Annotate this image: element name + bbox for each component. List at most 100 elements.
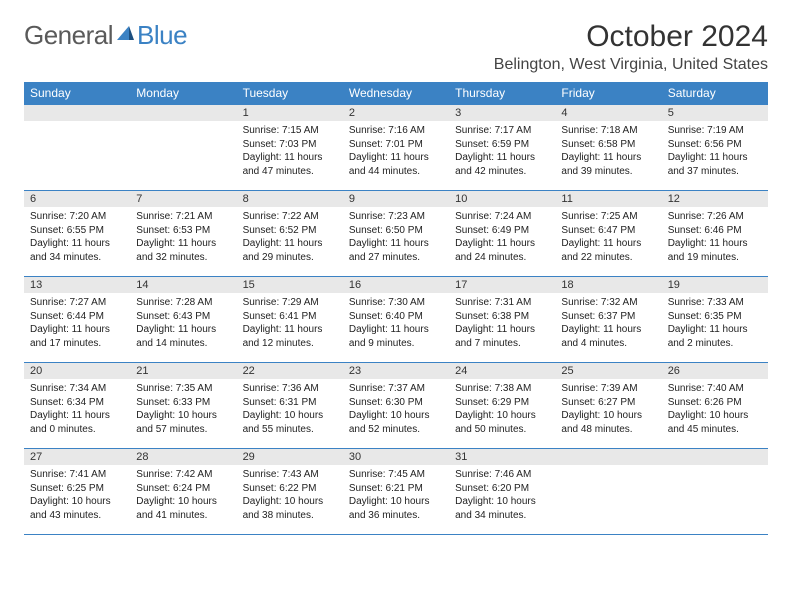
day-detail-line: and 2 minutes.: [668, 337, 762, 351]
day-details: Sunrise: 7:30 AMSunset: 6:40 PMDaylight:…: [343, 293, 449, 354]
day-detail-line: and 9 minutes.: [349, 337, 443, 351]
day-number: 10: [449, 191, 555, 207]
day-number: 1: [237, 105, 343, 121]
day-details: Sunrise: 7:26 AMSunset: 6:46 PMDaylight:…: [662, 207, 768, 268]
day-detail-line: Sunrise: 7:34 AM: [30, 382, 124, 396]
day-detail-line: Sunrise: 7:17 AM: [455, 124, 549, 138]
day-details: Sunrise: 7:24 AMSunset: 6:49 PMDaylight:…: [449, 207, 555, 268]
day-detail-line: Sunset: 6:41 PM: [243, 310, 337, 324]
day-details: Sunrise: 7:34 AMSunset: 6:34 PMDaylight:…: [24, 379, 130, 440]
day-detail-line: and 44 minutes.: [349, 165, 443, 179]
day-number: 23: [343, 363, 449, 379]
day-detail-line: Sunset: 6:52 PM: [243, 224, 337, 238]
day-detail-line: Daylight: 11 hours: [30, 323, 124, 337]
day-detail-line: Sunset: 6:37 PM: [561, 310, 655, 324]
day-detail-line: Daylight: 11 hours: [349, 151, 443, 165]
day-detail-line: and 17 minutes.: [30, 337, 124, 351]
day-detail-line: Daylight: 11 hours: [349, 323, 443, 337]
day-detail-line: Sunset: 6:50 PM: [349, 224, 443, 238]
calendar-day-cell: 26Sunrise: 7:40 AMSunset: 6:26 PMDayligh…: [662, 363, 768, 449]
day-detail-line: Sunrise: 7:23 AM: [349, 210, 443, 224]
day-detail-line: and 48 minutes.: [561, 423, 655, 437]
day-details: Sunrise: 7:41 AMSunset: 6:25 PMDaylight:…: [24, 465, 130, 526]
calendar-week-row: 1Sunrise: 7:15 AMSunset: 7:03 PMDaylight…: [24, 105, 768, 191]
calendar-day-cell: [130, 105, 236, 191]
day-detail-line: Daylight: 11 hours: [30, 237, 124, 251]
day-detail-line: and 43 minutes.: [30, 509, 124, 523]
day-detail-line: Daylight: 11 hours: [30, 409, 124, 423]
day-detail-line: and 29 minutes.: [243, 251, 337, 265]
day-detail-line: Daylight: 11 hours: [243, 151, 337, 165]
day-detail-line: Daylight: 10 hours: [136, 409, 230, 423]
day-detail-line: Daylight: 11 hours: [136, 323, 230, 337]
day-detail-line: Sunrise: 7:27 AM: [30, 296, 124, 310]
day-detail-line: Sunrise: 7:32 AM: [561, 296, 655, 310]
day-number: 29: [237, 449, 343, 465]
day-number: 26: [662, 363, 768, 379]
day-number: 3: [449, 105, 555, 121]
day-number: 25: [555, 363, 661, 379]
calendar-day-cell: 1Sunrise: 7:15 AMSunset: 7:03 PMDaylight…: [237, 105, 343, 191]
location-text: Belington, West Virginia, United States: [24, 56, 768, 74]
day-number: 12: [662, 191, 768, 207]
day-details: Sunrise: 7:40 AMSunset: 6:26 PMDaylight:…: [662, 379, 768, 440]
day-detail-line: Sunset: 6:49 PM: [455, 224, 549, 238]
weekday-header: Saturday: [662, 82, 768, 105]
day-detail-line: and 36 minutes.: [349, 509, 443, 523]
day-number: 21: [130, 363, 236, 379]
day-detail-line: Sunrise: 7:28 AM: [136, 296, 230, 310]
page-title: October 2024: [586, 20, 768, 54]
day-detail-line: and 38 minutes.: [243, 509, 337, 523]
day-details: Sunrise: 7:45 AMSunset: 6:21 PMDaylight:…: [343, 465, 449, 526]
calendar-day-cell: 15Sunrise: 7:29 AMSunset: 6:41 PMDayligh…: [237, 277, 343, 363]
day-detail-line: Sunrise: 7:24 AM: [455, 210, 549, 224]
day-number: 30: [343, 449, 449, 465]
calendar-day-cell: 9Sunrise: 7:23 AMSunset: 6:50 PMDaylight…: [343, 191, 449, 277]
brand-part2: Blue: [137, 20, 187, 51]
day-details: Sunrise: 7:21 AMSunset: 6:53 PMDaylight:…: [130, 207, 236, 268]
day-detail-line: and 42 minutes.: [455, 165, 549, 179]
calendar-day-cell: [555, 449, 661, 535]
day-details: Sunrise: 7:27 AMSunset: 6:44 PMDaylight:…: [24, 293, 130, 354]
day-detail-line: and 24 minutes.: [455, 251, 549, 265]
day-detail-line: Daylight: 11 hours: [668, 323, 762, 337]
day-detail-line: and 4 minutes.: [561, 337, 655, 351]
calendar-week-row: 27Sunrise: 7:41 AMSunset: 6:25 PMDayligh…: [24, 449, 768, 535]
day-details: Sunrise: 7:17 AMSunset: 6:59 PMDaylight:…: [449, 121, 555, 182]
day-detail-line: Daylight: 10 hours: [561, 409, 655, 423]
calendar-day-cell: 8Sunrise: 7:22 AMSunset: 6:52 PMDaylight…: [237, 191, 343, 277]
day-number: 5: [662, 105, 768, 121]
day-detail-line: Sunrise: 7:33 AM: [668, 296, 762, 310]
day-detail-line: Daylight: 11 hours: [561, 323, 655, 337]
day-detail-line: Sunset: 6:35 PM: [668, 310, 762, 324]
day-detail-line: Daylight: 11 hours: [455, 323, 549, 337]
day-detail-line: Daylight: 11 hours: [455, 237, 549, 251]
day-detail-line: and 7 minutes.: [455, 337, 549, 351]
day-detail-line: Daylight: 10 hours: [349, 495, 443, 509]
day-detail-line: Sunrise: 7:42 AM: [136, 468, 230, 482]
calendar-day-cell: 31Sunrise: 7:46 AMSunset: 6:20 PMDayligh…: [449, 449, 555, 535]
day-details: Sunrise: 7:25 AMSunset: 6:47 PMDaylight:…: [555, 207, 661, 268]
day-detail-line: Daylight: 10 hours: [30, 495, 124, 509]
day-detail-line: Daylight: 11 hours: [561, 237, 655, 251]
calendar-day-cell: 23Sunrise: 7:37 AMSunset: 6:30 PMDayligh…: [343, 363, 449, 449]
calendar-day-cell: 12Sunrise: 7:26 AMSunset: 6:46 PMDayligh…: [662, 191, 768, 277]
day-detail-line: Sunrise: 7:25 AM: [561, 210, 655, 224]
calendar-table: Sunday Monday Tuesday Wednesday Thursday…: [24, 82, 768, 535]
calendar-day-cell: 25Sunrise: 7:39 AMSunset: 6:27 PMDayligh…: [555, 363, 661, 449]
weekday-header: Monday: [130, 82, 236, 105]
weekday-header: Tuesday: [237, 82, 343, 105]
day-detail-line: Sunset: 7:03 PM: [243, 138, 337, 152]
day-number: 17: [449, 277, 555, 293]
day-detail-line: Daylight: 11 hours: [668, 237, 762, 251]
day-details: Sunrise: 7:31 AMSunset: 6:38 PMDaylight:…: [449, 293, 555, 354]
day-detail-line: Sunrise: 7:21 AM: [136, 210, 230, 224]
day-detail-line: and 0 minutes.: [30, 423, 124, 437]
day-detail-line: Sunrise: 7:46 AM: [455, 468, 549, 482]
day-detail-line: Sunrise: 7:26 AM: [668, 210, 762, 224]
brand-part1: General: [24, 20, 113, 51]
day-number: 20: [24, 363, 130, 379]
day-detail-line: and 45 minutes.: [668, 423, 762, 437]
day-detail-line: Daylight: 10 hours: [455, 495, 549, 509]
day-detail-line: Sunrise: 7:35 AM: [136, 382, 230, 396]
